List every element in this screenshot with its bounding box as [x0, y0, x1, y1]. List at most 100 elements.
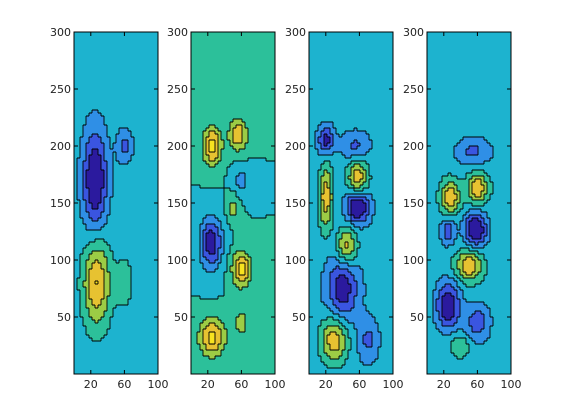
field-cell: [143, 212, 147, 216]
field-cell: [212, 170, 216, 174]
field-cell: [245, 185, 249, 189]
field-cell: [89, 161, 93, 165]
field-cell: [137, 299, 141, 303]
field-cell: [86, 281, 90, 285]
field-cell: [98, 284, 102, 288]
field-cell: [107, 77, 111, 81]
field-cell: [116, 137, 120, 141]
field-cell: [107, 149, 111, 153]
field-cell: [107, 254, 111, 258]
field-cell: [221, 92, 225, 96]
field-cell: [86, 209, 90, 213]
field-cell: [95, 275, 99, 279]
field-cell: [212, 98, 216, 102]
field-cell: [95, 146, 99, 150]
field-cell: [197, 194, 201, 198]
field-cell: [128, 323, 132, 327]
field-cell: [137, 227, 141, 231]
field-cell: [266, 53, 270, 57]
field-cell: [98, 245, 102, 249]
field-cell: [74, 362, 78, 366]
field-cell: [197, 131, 201, 135]
field-cell: [74, 158, 78, 162]
field-cell: [230, 206, 234, 210]
field-cell: [155, 188, 159, 192]
field-cell: [137, 155, 141, 159]
field-cell: [254, 44, 258, 48]
field-cell: [134, 113, 138, 117]
field-cell: [113, 80, 117, 84]
field-cell: [245, 170, 249, 174]
field-cell: [191, 59, 195, 63]
field-cell: [272, 80, 276, 84]
field-cell: [215, 74, 219, 78]
field-cell: [92, 152, 96, 156]
field-cell: [155, 140, 159, 144]
field-cell: [200, 122, 204, 126]
field-cell: [92, 143, 96, 147]
field-cell: [143, 32, 147, 36]
field-cell: [239, 188, 243, 192]
field-cell: [140, 41, 144, 45]
field-cell: [146, 188, 150, 192]
field-cell: [155, 161, 159, 165]
field-cell: [101, 257, 105, 261]
field-cell: [269, 167, 273, 171]
field-cell: [134, 92, 138, 96]
field-cell: [200, 32, 204, 36]
field-cell: [110, 137, 114, 141]
field-cell: [155, 284, 159, 288]
field-cell: [230, 134, 234, 138]
field-cell: [92, 44, 96, 48]
field-cell: [143, 362, 147, 366]
field-cell: [98, 266, 102, 270]
field-cell: [122, 122, 126, 126]
field-cell: [128, 59, 132, 63]
field-cell: [143, 290, 147, 294]
field-cell: [218, 131, 222, 135]
field-cell: [137, 233, 141, 237]
field-cell: [230, 71, 234, 75]
field-cell: [248, 92, 252, 96]
field-cell: [140, 143, 144, 147]
field-cell: [239, 137, 243, 141]
field-cell: [149, 179, 153, 183]
field-cell: [245, 146, 249, 150]
field-cell: [269, 92, 273, 96]
x-tick-label: 20: [84, 378, 98, 391]
field-cell: [104, 350, 108, 354]
field-cell: [269, 44, 273, 48]
field-cell: [113, 317, 117, 321]
field-cell: [266, 83, 270, 87]
x-tick-label: 60: [117, 378, 131, 391]
field-cell: [218, 113, 222, 117]
field-cell: [242, 101, 246, 105]
field-cell: [89, 284, 93, 288]
field-cell: [125, 194, 129, 198]
field-cell: [77, 86, 81, 90]
field-cell: [152, 350, 156, 354]
field-cell: [203, 104, 207, 108]
field-cell: [134, 365, 138, 369]
field-cell: [104, 290, 108, 294]
field-cell: [122, 299, 126, 303]
field-cell: [122, 77, 126, 81]
field-cell: [122, 323, 126, 327]
field-cell: [233, 47, 237, 51]
field-cell: [236, 119, 240, 123]
field-cell: [77, 137, 81, 141]
field-cell: [215, 101, 219, 105]
field-cell: [218, 101, 222, 105]
field-cell: [146, 176, 150, 180]
field-cell: [119, 83, 123, 87]
field-cell: [134, 182, 138, 186]
field-cell: [152, 161, 156, 165]
field-cell: [77, 167, 81, 171]
field-cell: [107, 56, 111, 60]
field-cell: [95, 278, 99, 282]
field-cell: [98, 221, 102, 225]
field-cell: [110, 263, 114, 267]
field-cell: [113, 83, 117, 87]
field-cell: [236, 176, 240, 180]
field-cell: [95, 296, 99, 300]
